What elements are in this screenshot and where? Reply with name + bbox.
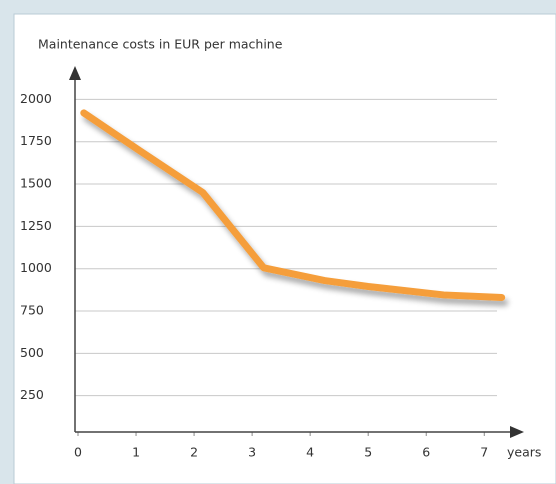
x-tick-label: 1 [132,445,140,460]
chart-title: Maintenance costs in EUR per machine [38,37,283,52]
y-tick-label: 1250 [20,218,52,233]
y-tick-label: 250 [20,387,44,402]
x-axis-arrow [510,426,524,438]
y-tick-label: 750 [20,303,44,318]
x-tick-label: 6 [422,445,430,460]
y-tick-label: 2000 [20,91,52,106]
data-line [80,109,506,301]
y-axis-arrow [69,66,81,80]
x-tick-label: 5 [364,445,372,460]
y-tick-label: 1000 [20,260,52,275]
y-tick-label: 500 [20,345,44,360]
x-tick-label: 2 [190,445,198,460]
x-axis-label: years [507,445,541,460]
y-tick-label: 1500 [20,176,52,191]
y-tick-label: 1750 [20,133,52,148]
x-tick-label: 7 [480,445,488,460]
x-tick-label: 3 [248,445,256,460]
x-tick-label: 4 [306,445,314,460]
panel [13,13,556,484]
x-tick-label: 0 [74,445,82,460]
